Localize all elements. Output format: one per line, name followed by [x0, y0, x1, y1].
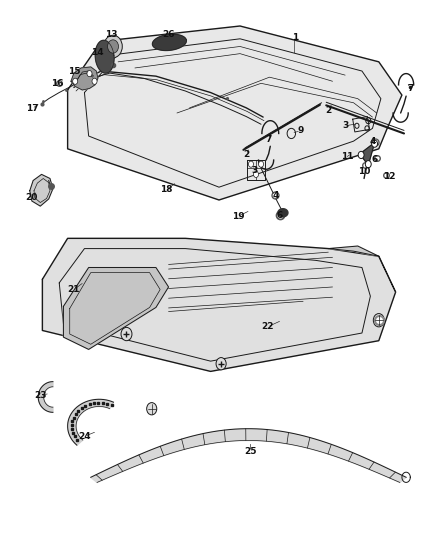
Text: 16: 16 [51, 79, 64, 88]
Polygon shape [67, 26, 402, 200]
Text: 12: 12 [383, 173, 396, 181]
Polygon shape [42, 238, 396, 372]
Text: 6: 6 [371, 155, 378, 164]
Text: 23: 23 [34, 391, 46, 400]
Text: 9: 9 [298, 126, 304, 135]
Circle shape [373, 313, 384, 327]
Text: 19: 19 [232, 212, 244, 221]
Circle shape [358, 151, 364, 158]
Polygon shape [71, 67, 98, 90]
Text: 18: 18 [160, 185, 173, 194]
Text: 20: 20 [26, 193, 38, 202]
Text: 4: 4 [369, 136, 376, 146]
Text: 4: 4 [272, 191, 279, 200]
Circle shape [147, 402, 157, 415]
Text: 7: 7 [265, 135, 272, 144]
Polygon shape [91, 429, 406, 482]
Text: 15: 15 [68, 67, 80, 76]
Circle shape [371, 140, 378, 147]
Text: 1: 1 [292, 33, 298, 42]
Text: 22: 22 [261, 322, 274, 332]
Text: 2: 2 [325, 106, 332, 115]
Circle shape [73, 78, 78, 84]
Polygon shape [152, 34, 186, 51]
Text: 7: 7 [407, 84, 413, 93]
Polygon shape [64, 268, 169, 350]
Text: 13: 13 [106, 30, 118, 39]
Circle shape [248, 161, 254, 167]
Polygon shape [38, 382, 53, 413]
Text: 3: 3 [251, 166, 258, 175]
Text: 3: 3 [342, 122, 348, 130]
Circle shape [87, 70, 92, 77]
Text: 26: 26 [162, 30, 175, 39]
Text: 14: 14 [91, 48, 103, 57]
Circle shape [258, 161, 264, 167]
Circle shape [254, 171, 258, 177]
Circle shape [121, 327, 132, 341]
Text: 25: 25 [244, 447, 257, 456]
Text: 21: 21 [68, 285, 80, 294]
Circle shape [216, 358, 226, 370]
Polygon shape [278, 209, 288, 217]
Circle shape [104, 35, 122, 58]
Circle shape [92, 78, 97, 84]
Polygon shape [328, 246, 396, 292]
Circle shape [108, 40, 119, 53]
Text: 17: 17 [25, 104, 38, 114]
Polygon shape [360, 143, 374, 165]
Text: 24: 24 [78, 432, 91, 441]
Circle shape [365, 160, 371, 168]
Polygon shape [30, 174, 53, 206]
Text: 10: 10 [358, 167, 370, 176]
Polygon shape [95, 41, 114, 73]
Text: 2: 2 [243, 150, 250, 159]
Text: 11: 11 [341, 152, 353, 161]
Polygon shape [67, 399, 113, 445]
Text: 6: 6 [277, 211, 283, 220]
